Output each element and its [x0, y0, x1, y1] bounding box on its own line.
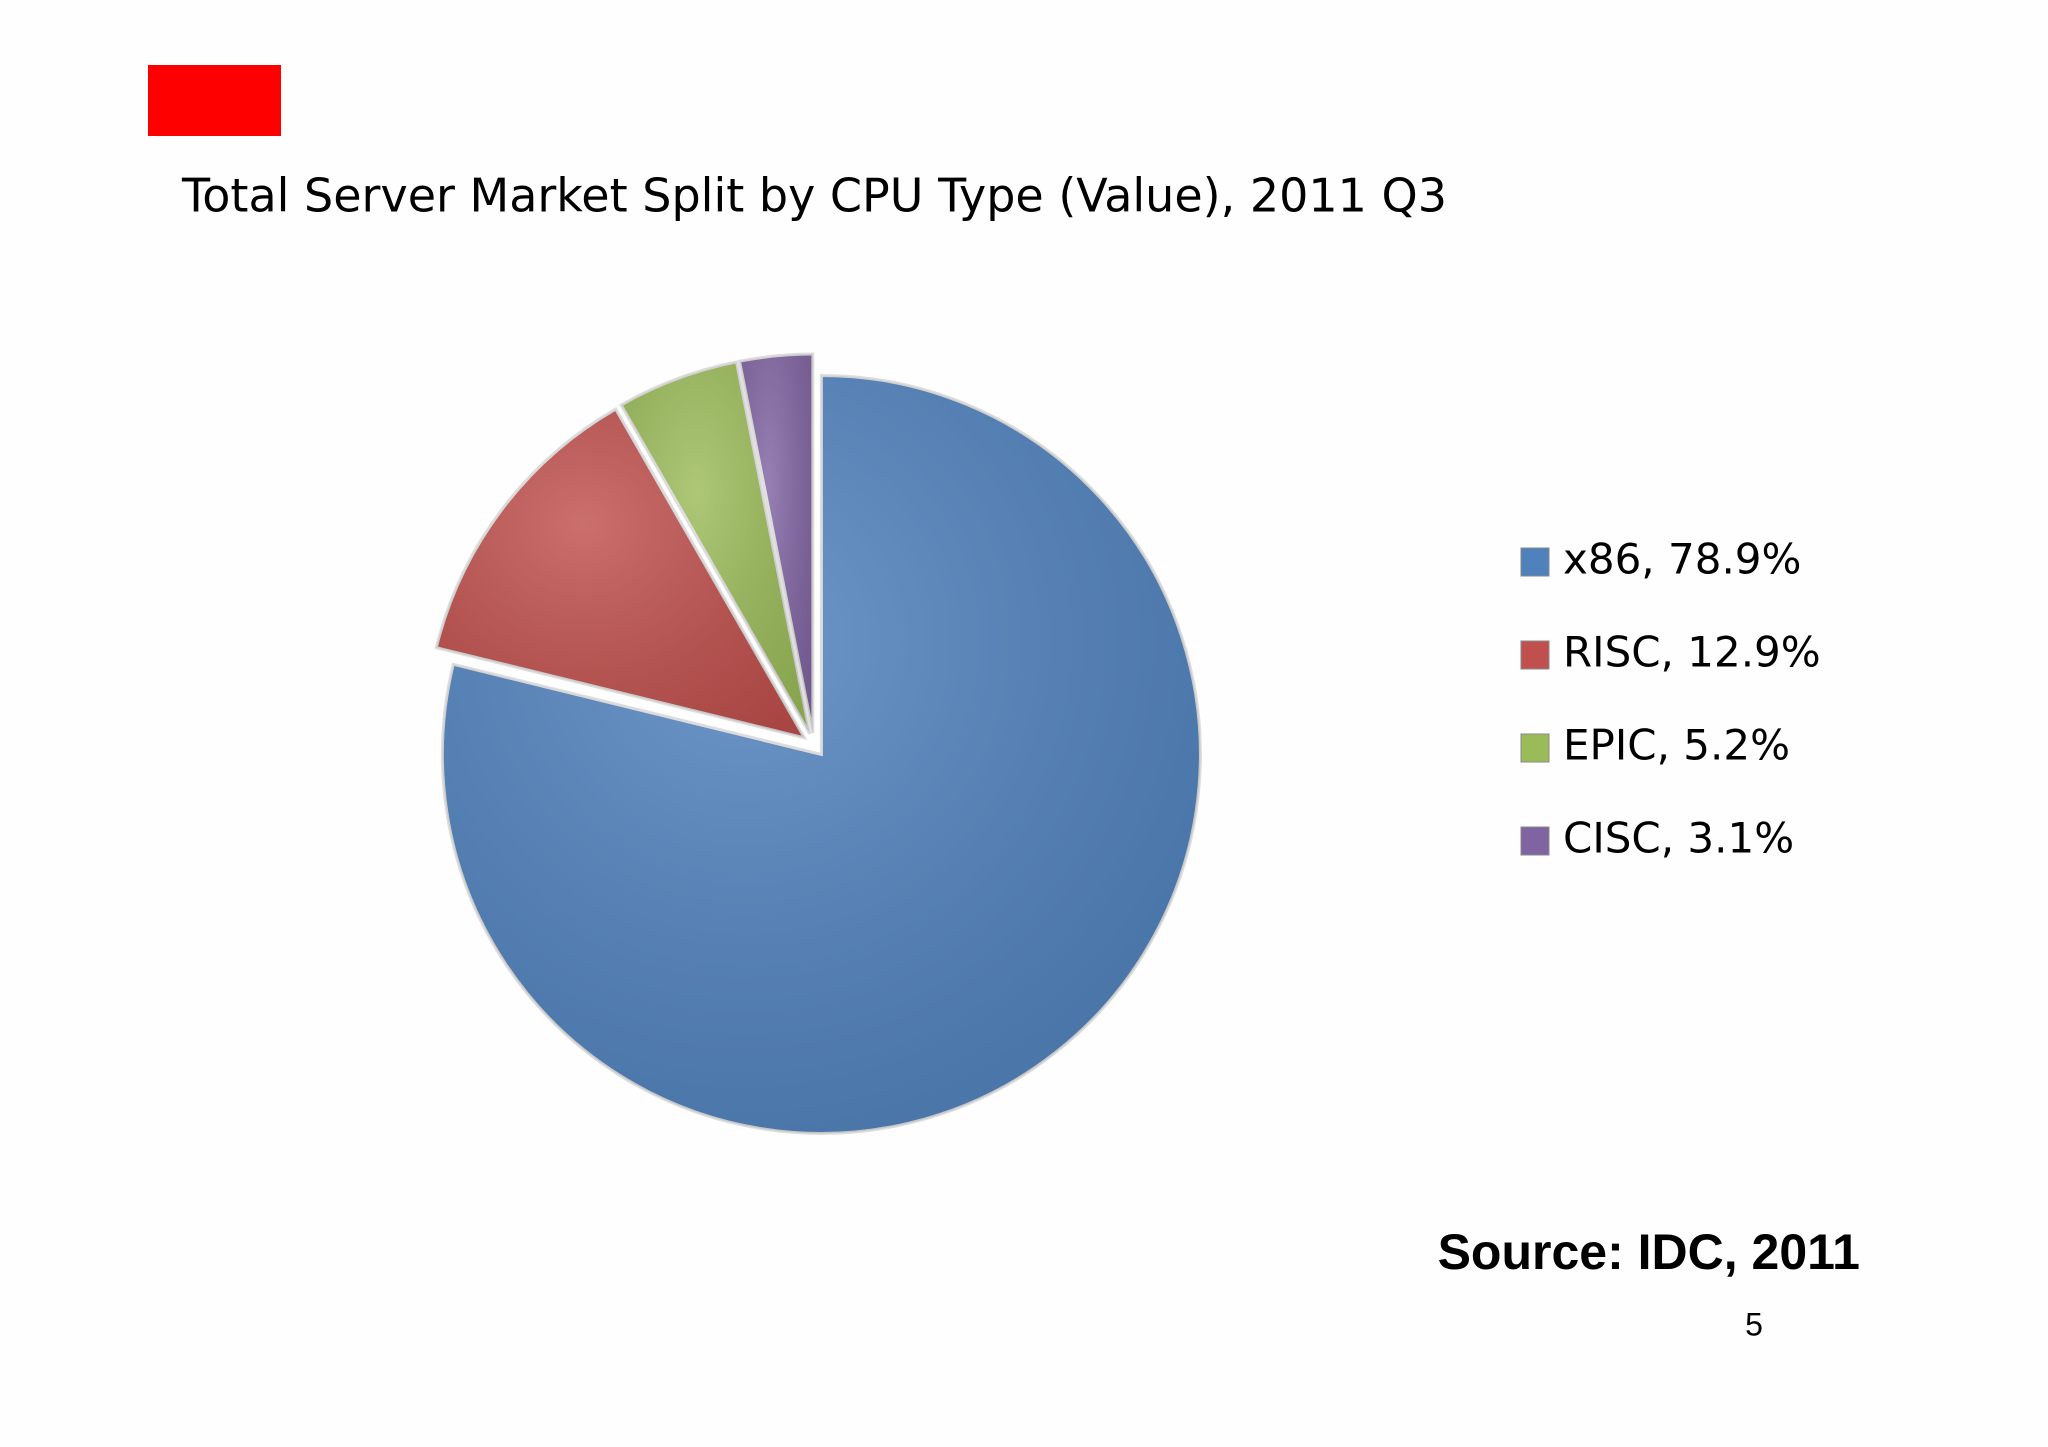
- chart-title: Total Server Market Split by CPU Type (V…: [181, 169, 1447, 223]
- slice-shade: [739, 354, 813, 734]
- red-marker: [148, 65, 281, 136]
- legend-label: x86, 78.9%: [1563, 535, 1801, 584]
- page-number: 5: [1745, 1306, 1763, 1342]
- legend-label: RISC, 12.9%: [1563, 628, 1821, 677]
- legend-label: EPIC, 5.2%: [1563, 721, 1790, 770]
- slice-shade: [442, 375, 1201, 1134]
- slice-shade: [621, 361, 810, 734]
- legend-swatch: [1520, 547, 1550, 577]
- source: Source: IDC, 2011: [1438, 1224, 1860, 1280]
- legend-swatch: [1520, 733, 1550, 763]
- legend-label: CISC, 3.1%: [1563, 814, 1794, 863]
- legend-swatch: [1520, 640, 1550, 670]
- slice-shade: [436, 409, 805, 738]
- legend-swatch: [1520, 826, 1550, 856]
